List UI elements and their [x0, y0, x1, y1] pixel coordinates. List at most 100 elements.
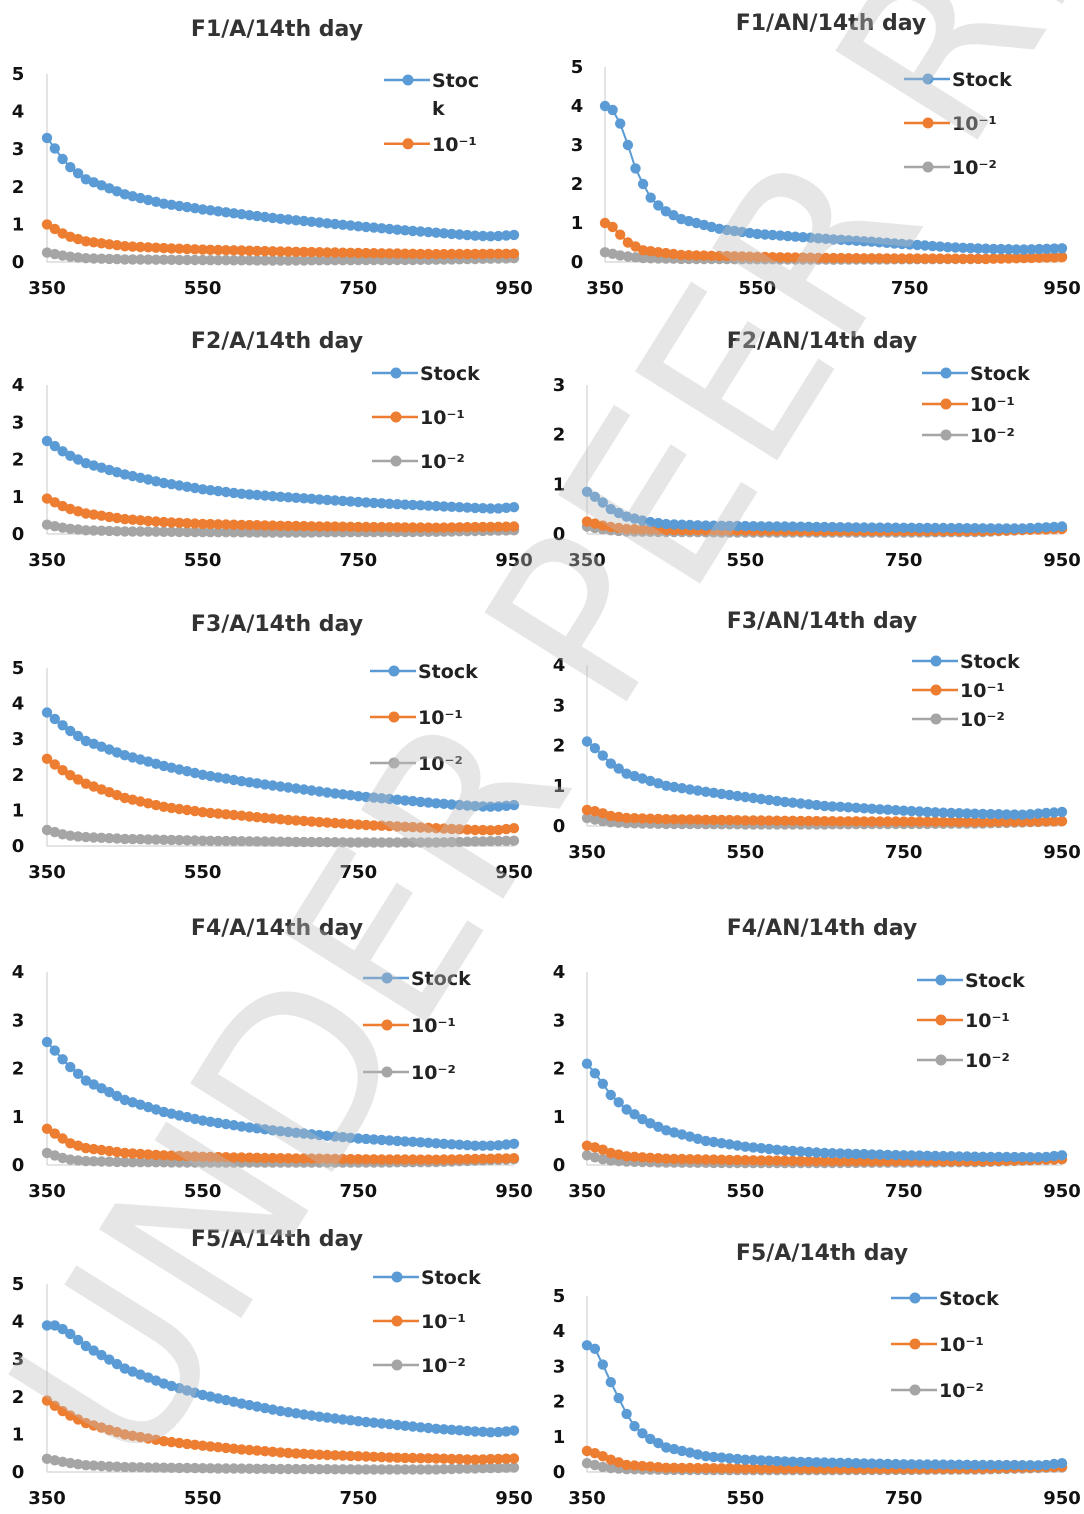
- data-point: [88, 1156, 99, 1167]
- data-point: [980, 253, 991, 265]
- data-point: [322, 218, 333, 229]
- data-point: [827, 816, 838, 827]
- data-point: [724, 1154, 735, 1166]
- data-point: [368, 1134, 380, 1145]
- data-point: [438, 1154, 450, 1165]
- data-point: [119, 241, 130, 252]
- legend-marker: [930, 713, 942, 725]
- data-point: [851, 1148, 862, 1160]
- data-point: [65, 231, 76, 242]
- x-tick-label: 350: [568, 1181, 606, 1202]
- data-point: [49, 497, 60, 508]
- data-point: [724, 1139, 735, 1150]
- data-point: [1018, 244, 1030, 255]
- data-point: [392, 499, 403, 510]
- data-point: [729, 225, 740, 237]
- data-point: [1003, 244, 1014, 255]
- data-point: [621, 523, 632, 535]
- y-tick-label: 3: [553, 1356, 566, 1377]
- data-point: [96, 1144, 107, 1156]
- data-point: [477, 521, 489, 533]
- legend-label: 10⁻¹: [970, 394, 1015, 416]
- data-point: [306, 836, 317, 848]
- data-point: [1009, 1459, 1020, 1471]
- data-point: [345, 220, 356, 231]
- data-point: [41, 247, 53, 258]
- data-point: [290, 1463, 302, 1475]
- data-point: [438, 522, 450, 533]
- data-point: [41, 519, 53, 530]
- data-point: [392, 248, 403, 259]
- data-point: [1048, 807, 1060, 818]
- data-point: [993, 809, 1004, 820]
- data-point: [653, 813, 664, 825]
- data-point: [1026, 244, 1037, 255]
- data-point: [581, 736, 593, 747]
- legend-marker: [922, 117, 934, 129]
- data-point: [205, 1463, 216, 1474]
- data-point: [415, 1154, 426, 1165]
- data-point: [306, 246, 317, 258]
- data-point: [96, 784, 107, 795]
- data-point: [283, 1407, 294, 1418]
- data-point: [111, 1461, 123, 1472]
- data-point: [127, 514, 138, 525]
- data-point: [80, 253, 92, 264]
- data-point: [763, 815, 775, 826]
- chart-title: F4/AN/14th day: [727, 916, 918, 941]
- data-point: [882, 816, 893, 827]
- data-point: [759, 229, 771, 240]
- data-point: [314, 494, 325, 505]
- data-point: [805, 252, 816, 263]
- data-point: [197, 518, 208, 530]
- data-point: [135, 526, 146, 537]
- data-point: [851, 253, 862, 264]
- data-point: [843, 1148, 854, 1159]
- data-point: [150, 834, 162, 845]
- data-point: [275, 781, 286, 792]
- data-point: [771, 1144, 783, 1156]
- data-point: [843, 235, 854, 246]
- data-point: [1056, 1150, 1068, 1161]
- y-tick-label: 3: [12, 1349, 25, 1370]
- data-point: [969, 808, 981, 819]
- data-point: [353, 1154, 364, 1165]
- data-point: [205, 205, 216, 216]
- data-point: [1048, 1150, 1060, 1162]
- legend-label: 10⁻¹: [965, 1010, 1010, 1032]
- data-point: [150, 516, 162, 527]
- data-point: [589, 518, 601, 529]
- data-point: [950, 253, 961, 264]
- data-point: [756, 1455, 767, 1466]
- data-point: [438, 248, 450, 260]
- x-tick-label: 350: [568, 842, 606, 863]
- data-point: [384, 1135, 395, 1146]
- data-point: [251, 1401, 263, 1412]
- data-point: [368, 1451, 380, 1463]
- data-point: [653, 1462, 664, 1473]
- data-point: [127, 1097, 138, 1108]
- data-point: [65, 450, 76, 461]
- data-point: [360, 521, 372, 533]
- data-point: [803, 815, 814, 827]
- data-point: [843, 1457, 854, 1469]
- data-point: [1017, 809, 1028, 820]
- data-point: [716, 1154, 727, 1165]
- data-point: [605, 810, 616, 822]
- data-point: [399, 499, 411, 510]
- data-point: [477, 230, 489, 242]
- data-point: [41, 219, 53, 230]
- data-point: [236, 1152, 247, 1163]
- legend-label: 10⁻²: [418, 753, 463, 775]
- data-point: [220, 773, 232, 784]
- data-point: [345, 255, 356, 266]
- legend-label: 10⁻²: [965, 1050, 1010, 1072]
- data-point: [1056, 806, 1068, 818]
- data-point: [415, 500, 426, 511]
- legend-marker: [381, 972, 393, 984]
- y-tick-label: 1: [12, 1107, 25, 1128]
- data-point: [88, 237, 99, 248]
- y-tick-label: 0: [12, 1462, 25, 1483]
- data-point: [835, 1155, 846, 1167]
- data-point: [213, 1393, 224, 1404]
